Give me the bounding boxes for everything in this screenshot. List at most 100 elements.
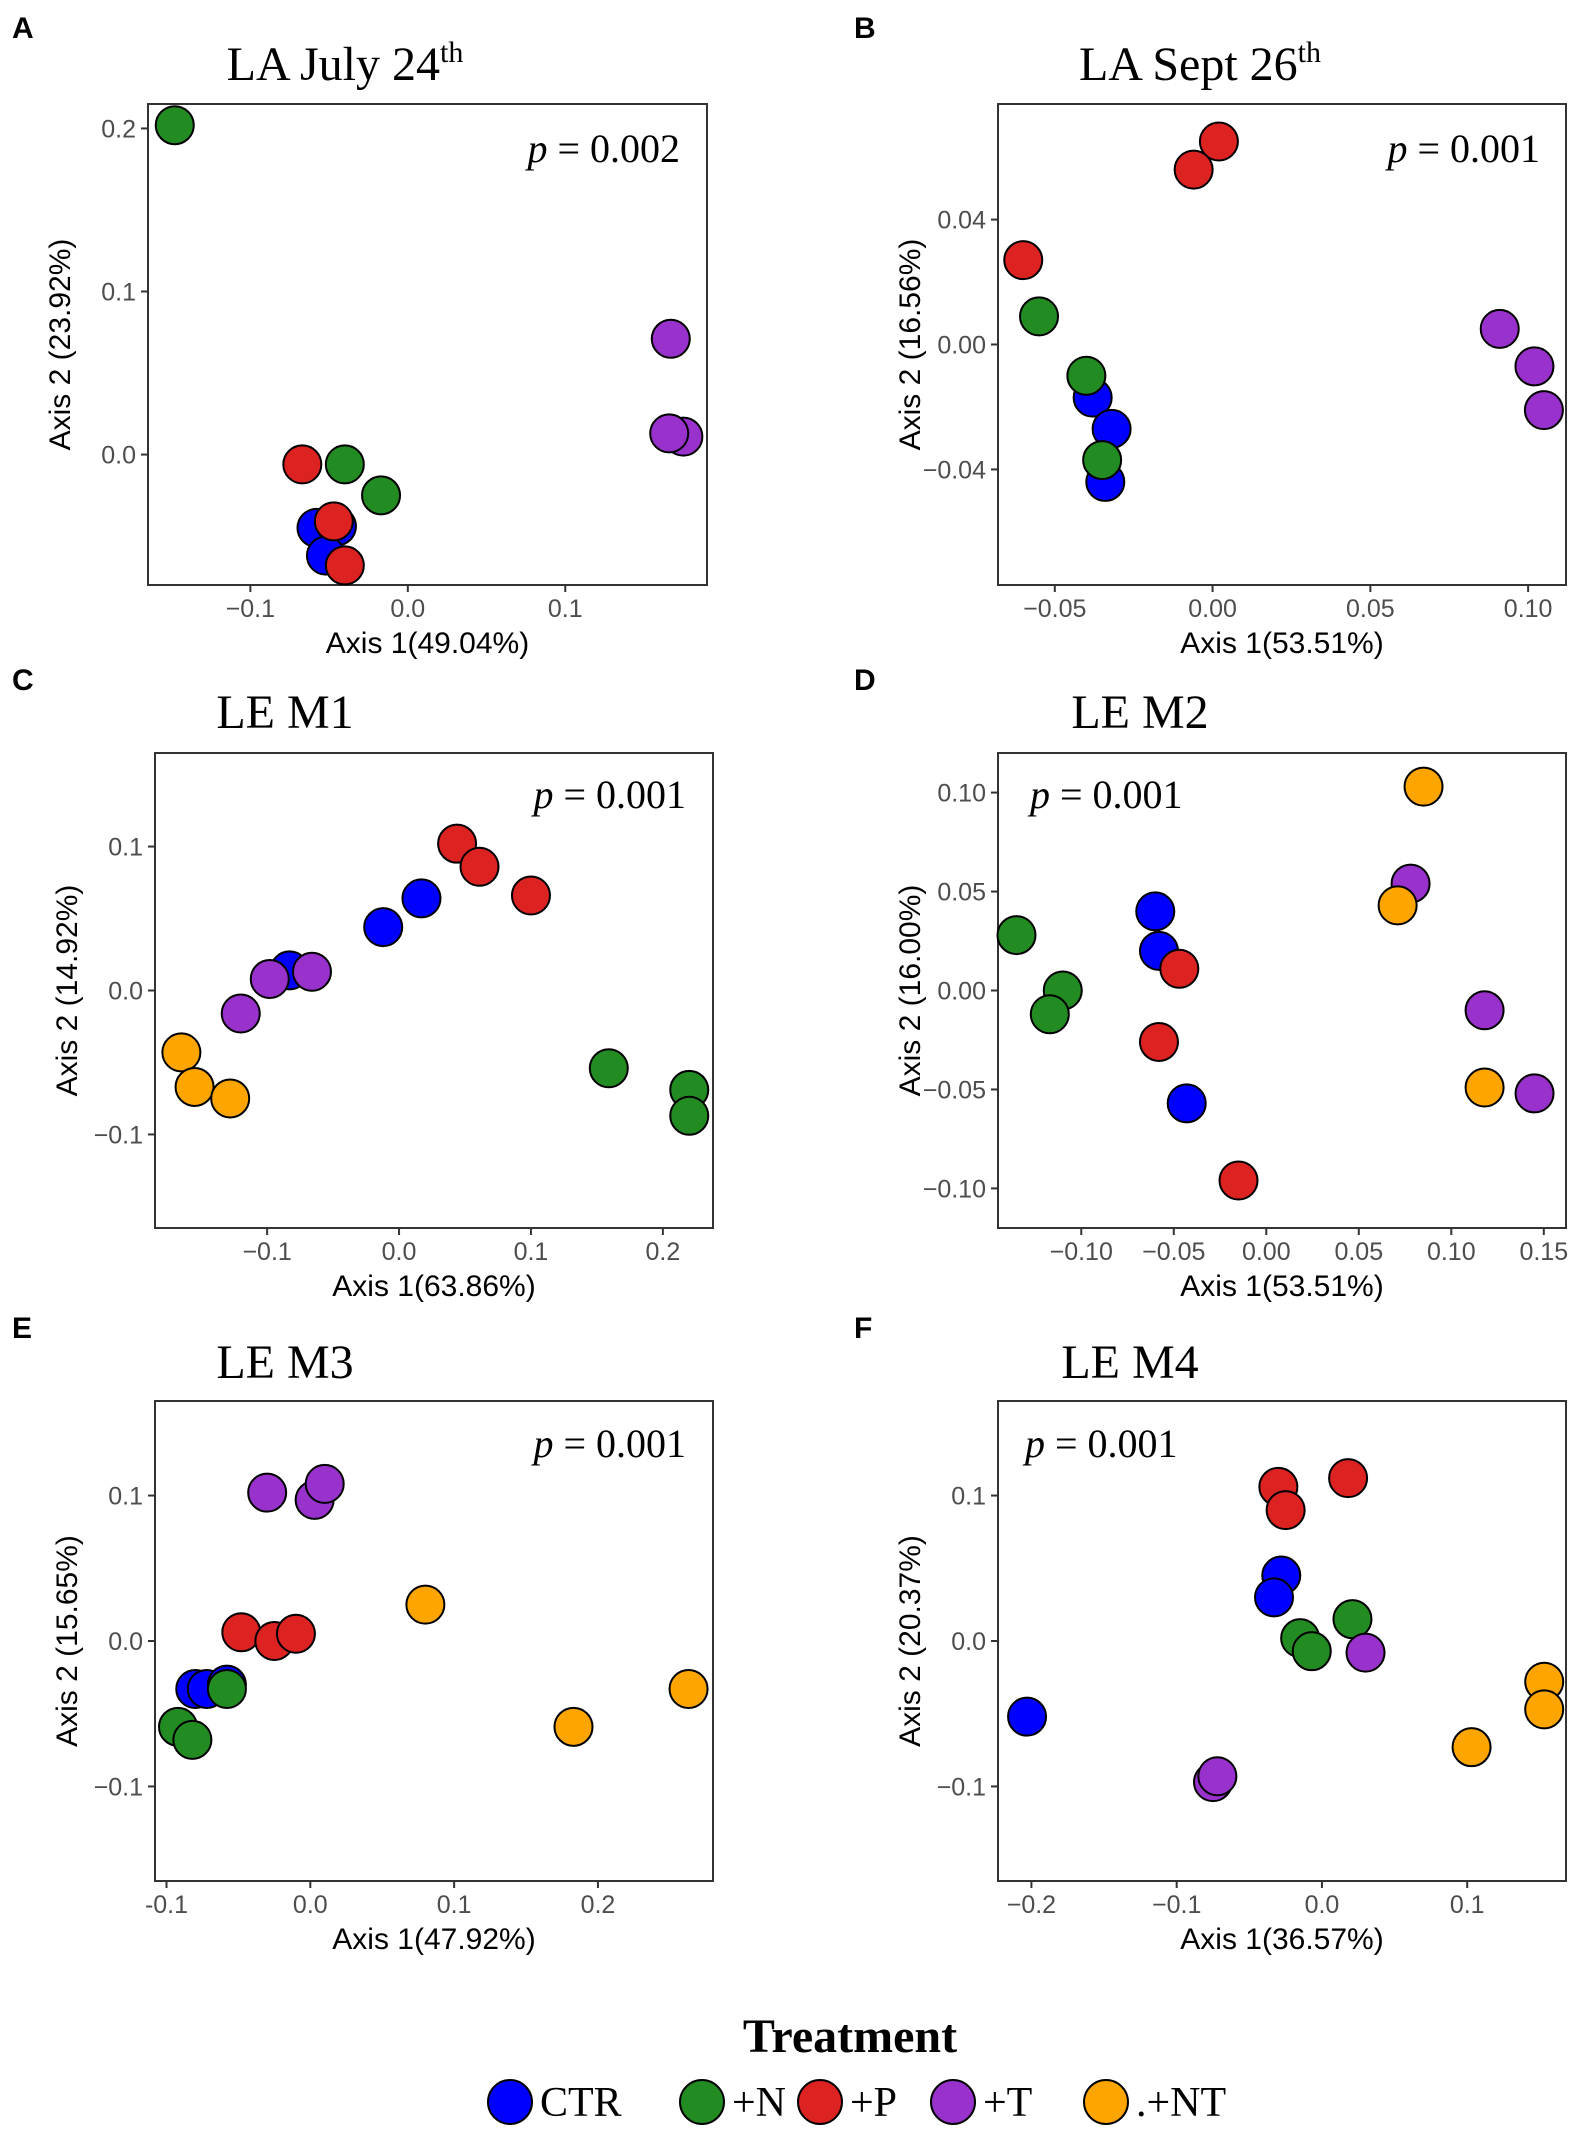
x-tick-label: 0.10 [1504, 595, 1553, 623]
point-ctr [1135, 891, 1176, 932]
y-tick-label: 0.05 [937, 879, 986, 907]
legend-label-plus-p: +P [850, 2080, 897, 2126]
point-plus-nt [1464, 1067, 1505, 1108]
p-value-symbol: p [1027, 772, 1050, 817]
panel-letter: C [12, 664, 34, 697]
point-plus-p [275, 1613, 316, 1654]
panel-c: C LE M1 −0.1 0.0 0.1 0.2 −0.1 0.0 0.1 Axis 1(63.8… [12, 664, 714, 1303]
y-tick-label: −0.1 [94, 1121, 143, 1149]
point-plus-nt [1377, 885, 1418, 926]
panel-title: LA Sept 26th [1079, 36, 1321, 91]
panel-title: LA July 24th [227, 36, 464, 91]
point-plus-t [1479, 308, 1520, 349]
x-axis-label: Axis 1(53.51%) [1180, 1270, 1383, 1303]
point-ctr [1007, 1696, 1048, 1737]
point-plus-n [206, 1669, 247, 1709]
point-ctr [1166, 1083, 1207, 1124]
point-plus-n [154, 105, 195, 146]
p-value-number: = 0.001 [553, 1421, 686, 1466]
y-tick-label: 0.10 [937, 780, 986, 808]
point-plus-p [1198, 121, 1239, 162]
panel-title: LE M4 [1061, 1336, 1198, 1389]
panel-letter: D [854, 664, 876, 697]
point-plus-t [1197, 1756, 1238, 1797]
point-plus-t [291, 951, 332, 992]
point-plus-t [249, 958, 290, 999]
p-value-symbol: p [530, 1421, 553, 1466]
point-plus-p [459, 846, 500, 887]
x-tick-label: 0.00 [1188, 595, 1237, 623]
point-plus-n [1082, 440, 1123, 481]
treatment-legend: Treatment CTR +N +P +T .+NT [487, 2010, 1226, 2126]
point-plus-t [1345, 1632, 1386, 1673]
point-plus-n [324, 444, 365, 485]
point-plus-t [650, 318, 691, 359]
x-axis-label: Axis 1(53.51%) [1180, 627, 1383, 660]
panel-letter: B [854, 12, 876, 45]
legend-swatch-plus-n [679, 2079, 725, 2125]
point-plus-n [361, 475, 402, 516]
y-tick-label: 0.0 [108, 978, 143, 1006]
y-tick-label: 0.1 [101, 279, 136, 307]
legend-label-plus-nt: .+NT [1136, 2080, 1226, 2126]
x-tick-label: 0.05 [1334, 1238, 1383, 1266]
point-plus-n [172, 1719, 213, 1760]
point-plus-nt [553, 1706, 594, 1747]
x-tick-label: 0.10 [1427, 1238, 1476, 1266]
panel-e: E LE M3 -0.1 0.0 0.1 0.2 −0.1 0.0 0.1 Axis 1(47.9… [12, 1312, 714, 1956]
point-plus-nt [1403, 766, 1444, 807]
point-plus-p [1218, 1160, 1259, 1201]
y-tick-label: 0.0 [108, 1628, 143, 1656]
point-plus-t [304, 1463, 345, 1504]
point-plus-nt [174, 1066, 215, 1107]
x-tick-label: −0.05 [1142, 1238, 1205, 1266]
y-axis-label: Axis 2 (20.37%) [894, 1535, 927, 1747]
plot-frame [997, 752, 1567, 1229]
y-tick-label: −0.04 [923, 456, 986, 484]
y-tick-label: 0.04 [937, 207, 986, 235]
x-tick-label: 0.2 [645, 1238, 680, 1266]
point-plus-p [221, 1612, 262, 1653]
legend-swatch-plus-nt [1083, 2079, 1129, 2125]
p-value-symbol: p [524, 126, 547, 171]
point-plus-t [220, 993, 261, 1034]
point-plus-t [1514, 1073, 1555, 1114]
x-tick-label: 0.1 [548, 595, 583, 623]
point-plus-t [1464, 990, 1505, 1031]
point-plus-n [1066, 355, 1107, 396]
point-plus-nt [1451, 1727, 1492, 1768]
legend-label-plus-n: +N [732, 2080, 786, 2126]
x-tick-label: 0.15 [1519, 1238, 1568, 1266]
x-tick-label: 0.0 [382, 1238, 417, 1266]
p-value-number: = 0.001 [553, 772, 686, 817]
p-value-number: = 0.001 [1050, 772, 1183, 817]
panel-title-main: LE M2 [1071, 686, 1208, 739]
panel-title-superscript: th [1298, 36, 1321, 69]
y-tick-label: 0.0 [951, 1628, 986, 1656]
point-plus-t [247, 1472, 288, 1513]
x-tick-label: 0.0 [293, 1891, 328, 1919]
x-tick-label: −0.2 [1007, 1891, 1056, 1919]
y-tick-label: −0.1 [937, 1773, 986, 1801]
point-plus-t [649, 413, 690, 454]
panel-title-main: LE M4 [1061, 1336, 1198, 1389]
p-value-annotation: p = 0.002 [524, 126, 680, 171]
point-plus-p [1265, 1490, 1306, 1531]
legend-items: CTR +N +P +T .+NT [487, 2079, 1226, 2126]
point-plus-t [1514, 346, 1555, 387]
panel-b: B LA Sept 26th −0.05 0.00 0.05 0.10 −0.04 0.00 0… [854, 12, 1567, 660]
p-value-annotation: p = 0.001 [1384, 126, 1540, 171]
legend-swatch-plus-p [797, 2079, 843, 2125]
y-tick-label: −0.10 [923, 1175, 986, 1203]
x-tick-label: −0.1 [242, 1238, 291, 1266]
x-tick-label: 0.0 [1305, 1891, 1340, 1919]
point-plus-nt [668, 1669, 709, 1709]
panel-title: LE M2 [1071, 686, 1208, 739]
panel-title: LE M1 [216, 686, 353, 739]
point-plus-n [996, 915, 1037, 956]
point-plus-n [1019, 296, 1060, 337]
point-plus-p [510, 875, 551, 916]
panel-d: D LE M2 −0.10 −0.05 0.00 0.05 0.10 0.15 −0.10 −0.… [854, 664, 1568, 1303]
p-value-symbol: p [1384, 126, 1407, 171]
